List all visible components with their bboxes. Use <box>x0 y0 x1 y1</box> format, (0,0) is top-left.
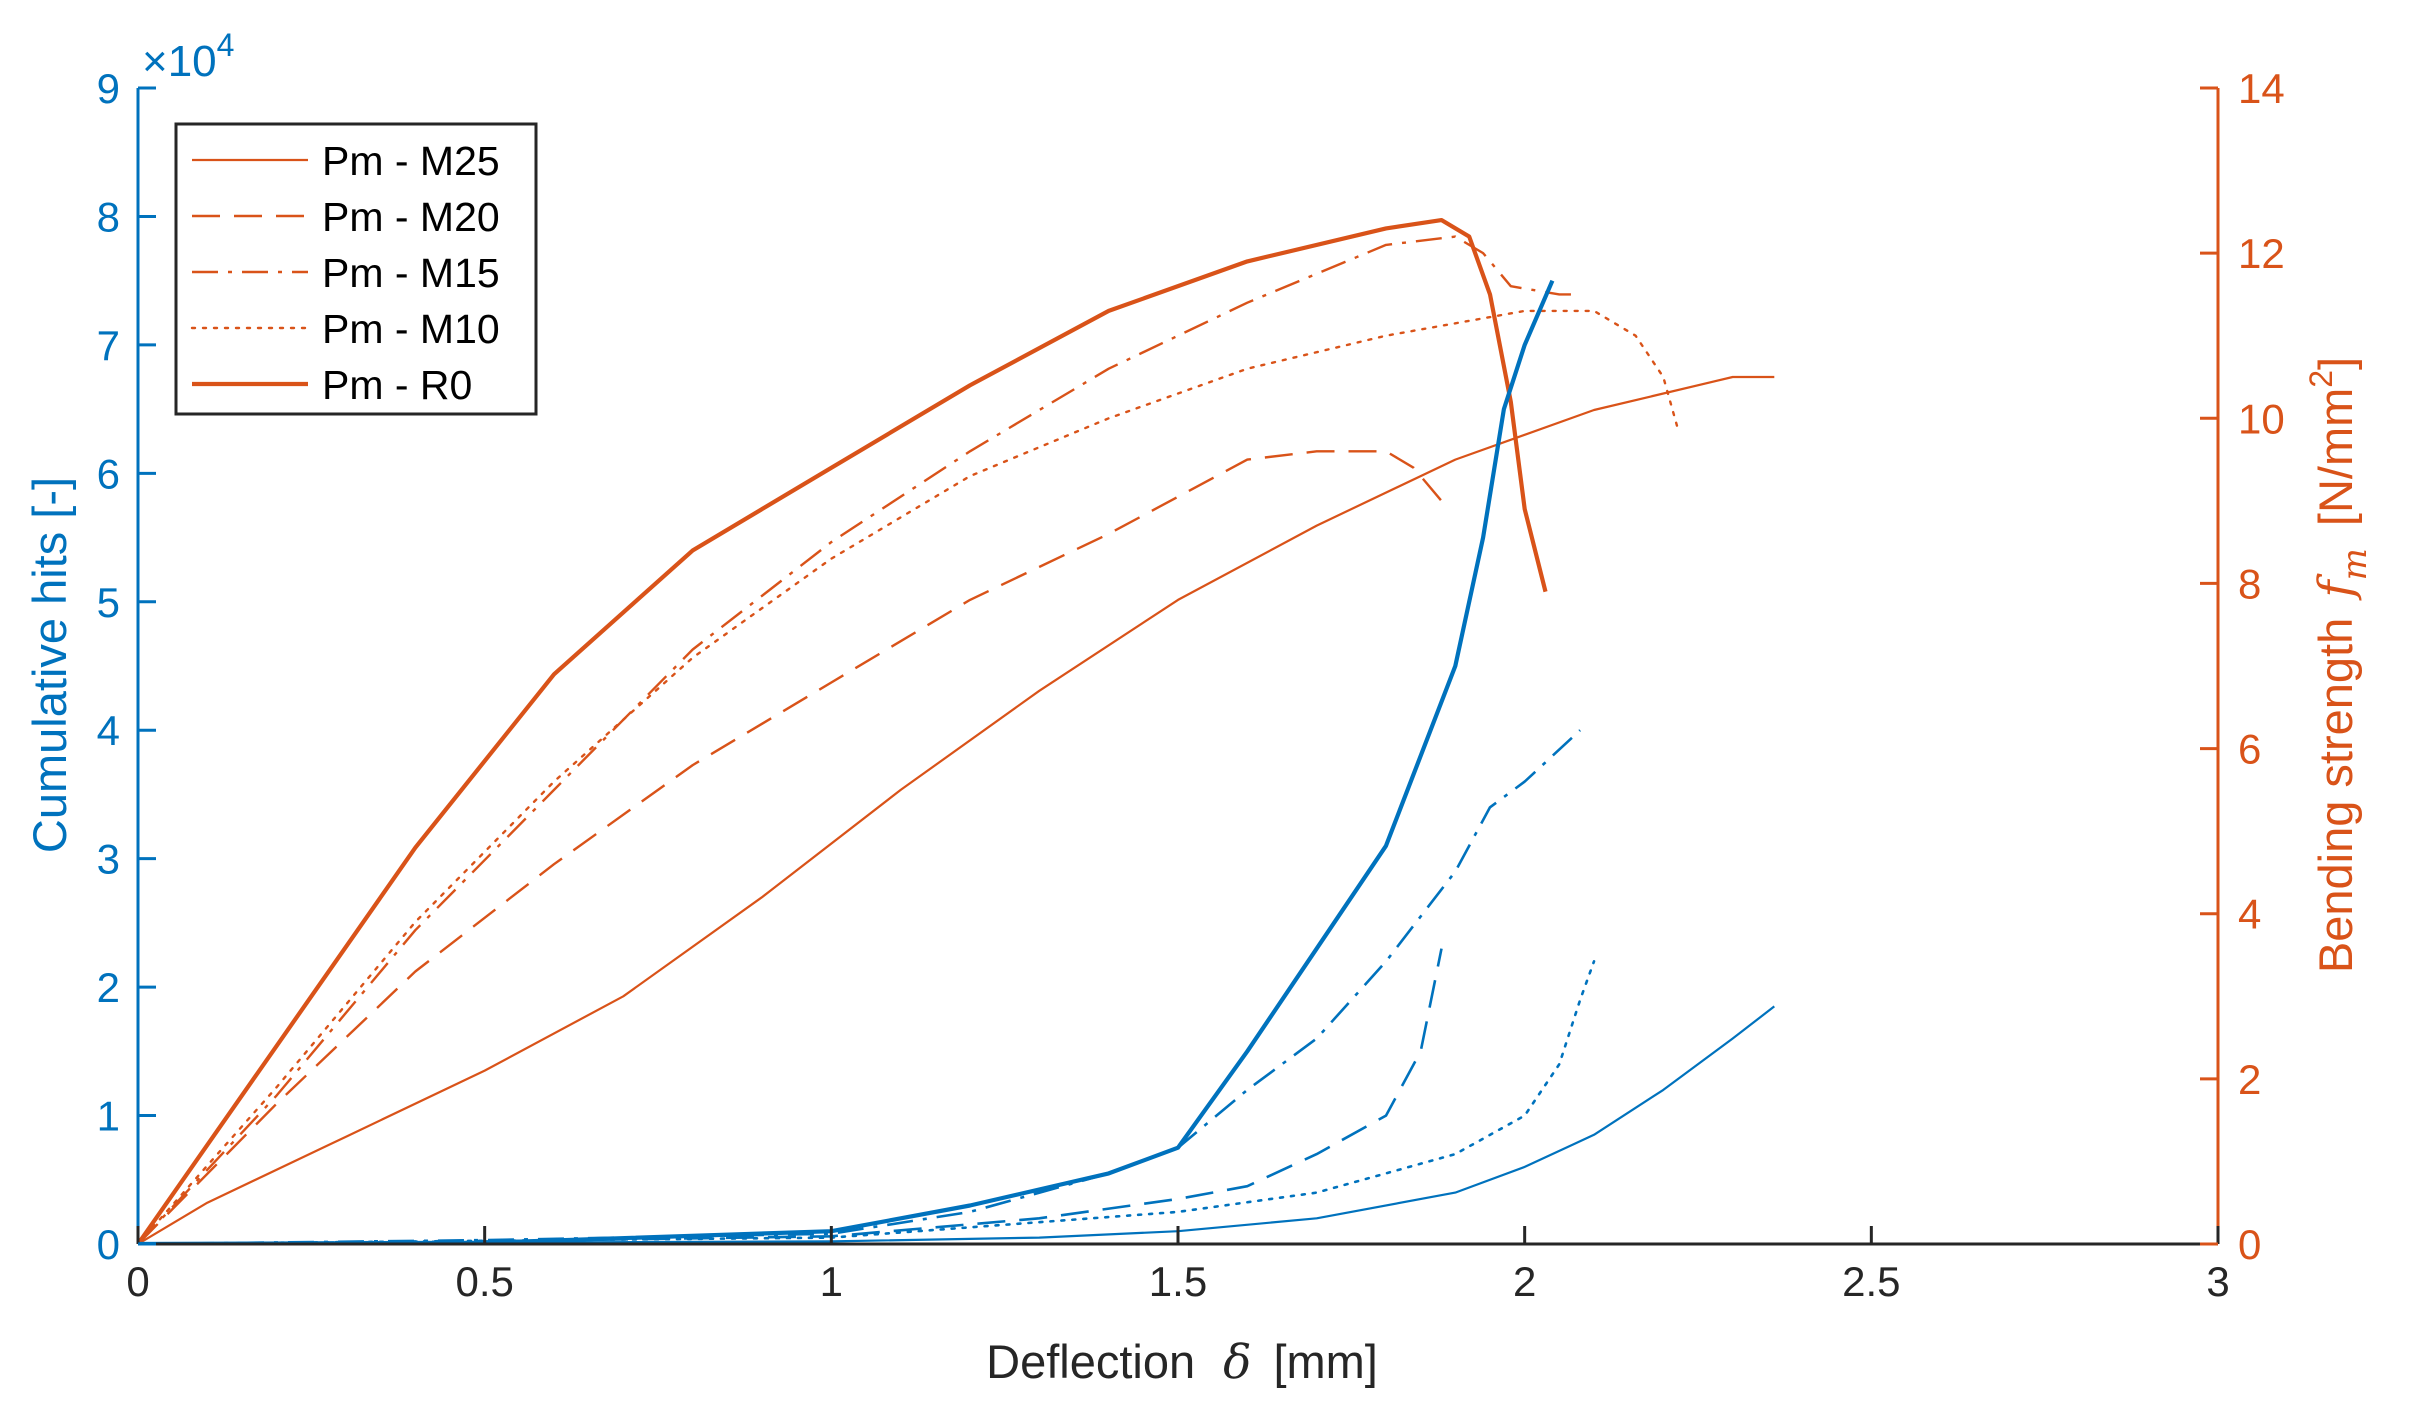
right-axis-unit-open: [N/mm <box>2309 388 2362 526</box>
right-axis-subscript: m <box>2335 548 2375 580</box>
x-axis-title: Deflection δ [mm] <box>986 1335 1378 1390</box>
x-tick-label: 0 <box>126 1258 149 1305</box>
x-axis-label: Deflection <box>986 1335 1195 1388</box>
left-tick-label: 0 <box>97 1221 120 1268</box>
x-tick-label: 0.5 <box>455 1258 513 1305</box>
right-axis-label: Bending strength <box>2309 618 2362 973</box>
legend: Pm - M25 Pm - M20 Pm - M15 Pm - M10 Pm - R0 <box>174 122 538 416</box>
x-tick-label: 1.5 <box>1149 1258 1207 1305</box>
series-line-hits-m15 <box>138 729 1581 1244</box>
x-axis-unit: [mm] <box>1273 1335 1377 1388</box>
left-tick-label: 9 <box>97 65 120 112</box>
right-axis-title: Bending strengthfm[N/mm2] <box>2303 357 2375 973</box>
series-line-hits-m25 <box>138 1005 1775 1244</box>
legend-items: Pm - M25 Pm - M20 Pm - M15 Pm - M10 Pm - R0 <box>190 138 500 408</box>
series-line-pm-r0 <box>138 218 1548 1244</box>
right-tick-label: 6 <box>2238 726 2261 773</box>
series-line-hits-m20 <box>138 948 1443 1244</box>
series-line-hits-r0 <box>138 279 1555 1244</box>
x-tick-label: 3 <box>2206 1258 2229 1305</box>
legend-box <box>174 122 538 416</box>
x-tick-label: 2.5 <box>1842 1258 1900 1305</box>
left-tick-label: 1 <box>97 1093 120 1140</box>
series-line-pm-m10 <box>138 309 1679 1244</box>
right-tick-label: 0 <box>2238 1221 2261 1268</box>
legend-label: Pm - R0 <box>322 362 472 408</box>
right-tick-label: 8 <box>2238 560 2261 607</box>
left-tick-label: 8 <box>97 193 120 240</box>
left-tick-label: 2 <box>97 964 120 1011</box>
legend-label: Pm - M10 <box>322 306 500 352</box>
legend-label: Pm - M20 <box>322 194 500 240</box>
legend-label: Pm - M25 <box>322 138 500 184</box>
right-tick-label: 12 <box>2238 230 2285 277</box>
exponent-power: 4 <box>217 27 235 63</box>
series-line-pm-m15 <box>138 235 1581 1244</box>
right-tick-label: 2 <box>2238 1056 2261 1103</box>
right-tick-label: 10 <box>2238 395 2285 442</box>
series-layer <box>138 218 1775 1244</box>
series-line-pm-m25 <box>138 375 1775 1244</box>
left-tick-label: 3 <box>97 836 120 883</box>
series-line-hits-m10 <box>138 960 1596 1244</box>
left-tick-label: 6 <box>97 450 120 497</box>
x-tick-label: 2 <box>1513 1258 1536 1305</box>
left-tick-label: 5 <box>97 579 120 626</box>
right-axis-unit-close: ] <box>2309 357 2362 370</box>
legend-label: Pm - M15 <box>322 250 500 296</box>
left-axis-title: Cumulative hits [-] <box>23 477 76 853</box>
left-tick-label: 4 <box>97 707 120 754</box>
exponent-base: ×10 <box>142 37 217 86</box>
left-tick-label: 7 <box>97 322 120 369</box>
right-tick-label: 14 <box>2238 65 2285 112</box>
series-line-pm-m20 <box>138 450 1443 1244</box>
x-tick-label: 1 <box>820 1258 843 1305</box>
right-axis-unit-power: 2 <box>2303 370 2339 388</box>
x-axis-symbol: δ <box>1223 1335 1251 1390</box>
right-tick-label: 4 <box>2238 891 2261 938</box>
left-axis-exponent: ×104 <box>142 27 234 86</box>
